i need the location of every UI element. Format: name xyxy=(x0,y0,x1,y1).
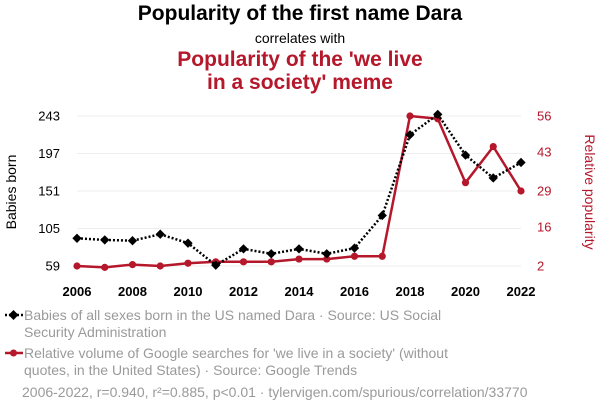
data-point-searches xyxy=(323,255,331,263)
x-tick-label: 2022 xyxy=(507,284,536,299)
chart-connector-text: correlates with xyxy=(254,30,346,46)
left-tick-label: 197 xyxy=(38,146,60,161)
left-axis-ticks: 243 197 151 105 59 xyxy=(38,109,60,274)
chart-title: Popularity of the first name Dara xyxy=(137,2,463,25)
left-axis-label: Babies born xyxy=(3,155,19,230)
left-tick-label: 59 xyxy=(46,259,60,274)
data-point-searches xyxy=(128,261,137,269)
chart-footer: 2006-2022, r=0.940, r²=0.885, p<0.01 · t… xyxy=(22,384,528,400)
right-tick-label: 29 xyxy=(537,184,551,199)
data-point-babies xyxy=(516,157,526,168)
x-tick-label: 2006 xyxy=(63,284,92,299)
data-point-babies xyxy=(183,238,193,248)
x-tick-label: 2014 xyxy=(285,284,315,299)
data-point-babies xyxy=(100,235,110,245)
right-tick-label: 2 xyxy=(537,259,544,274)
data-point-babies xyxy=(127,236,138,246)
right-tick-label: 16 xyxy=(537,220,551,235)
right-axis-ticks: 56 43 29 16 2 xyxy=(537,109,551,274)
x-tick-label: 2016 xyxy=(340,284,369,299)
x-tick-label: 2010 xyxy=(174,284,203,299)
data-point-searches xyxy=(489,142,497,151)
data-point-searches xyxy=(184,259,192,267)
left-tick-label: 151 xyxy=(38,184,60,199)
series-babies-named-dara xyxy=(72,109,526,270)
right-tick-label: 56 xyxy=(537,109,551,124)
data-point-babies xyxy=(405,130,415,140)
x-tick-label: 2008 xyxy=(118,284,147,299)
data-point-searches xyxy=(350,252,359,260)
data-point-searches xyxy=(295,255,303,263)
data-point-babies xyxy=(349,243,360,253)
legend-label-searches: Relative volume of Google searches for '… xyxy=(24,345,448,378)
data-point-searches xyxy=(267,258,275,266)
data-point-searches xyxy=(378,252,386,260)
legend-label-babies: Babies of all sexes born in the US named… xyxy=(24,307,442,340)
data-point-searches xyxy=(406,112,414,120)
data-point-babies xyxy=(460,150,471,160)
data-point-babies xyxy=(377,210,387,221)
data-point-babies xyxy=(155,229,165,239)
x-axis-ticks: 2006 2008 2010 2012 2014 2016 2018 2020 2022 xyxy=(63,284,536,299)
data-point-babies xyxy=(322,249,332,259)
data-point-babies xyxy=(238,244,249,254)
data-point-babies xyxy=(266,249,276,259)
data-point-searches xyxy=(239,258,248,266)
legend-item-searches: Relative volume of Google searches for '… xyxy=(4,345,484,379)
data-point-babies xyxy=(294,244,304,254)
data-point-searches xyxy=(461,179,470,187)
data-point-babies xyxy=(433,109,443,120)
data-point-searches xyxy=(101,263,109,271)
chart-secondary-title: Popularity of the 'we live in a society'… xyxy=(0,48,600,94)
left-tick-label: 243 xyxy=(38,109,60,124)
x-tick-label: 2018 xyxy=(396,284,425,299)
right-tick-label: 43 xyxy=(537,145,551,160)
legend-item-babies: Babies of all sexes born in the US named… xyxy=(4,307,484,341)
line-chart: 243 197 151 105 59 56 43 29 16 2 2006 2008 2010 201… xyxy=(3,109,598,300)
legend-swatch-solid-circle xyxy=(5,349,23,357)
secondary-title-line1: Popularity of the 'we live xyxy=(177,48,423,71)
data-point-babies xyxy=(211,260,221,270)
series-line-babies xyxy=(76,112,522,267)
data-point-babies xyxy=(72,233,82,243)
series-google-searches xyxy=(73,112,525,271)
x-tick-label: 2012 xyxy=(229,284,258,299)
data-point-babies xyxy=(488,173,498,183)
right-axis-label: Relative popularity xyxy=(582,134,598,249)
x-tick-label: 2020 xyxy=(451,284,480,299)
left-tick-label: 105 xyxy=(38,221,60,236)
secondary-title-line2: in a society' meme xyxy=(207,71,393,94)
data-point-searches xyxy=(517,187,525,195)
data-point-searches xyxy=(156,262,164,270)
legend-swatch-dotted-diamond xyxy=(5,310,23,320)
data-point-searches xyxy=(73,262,81,270)
